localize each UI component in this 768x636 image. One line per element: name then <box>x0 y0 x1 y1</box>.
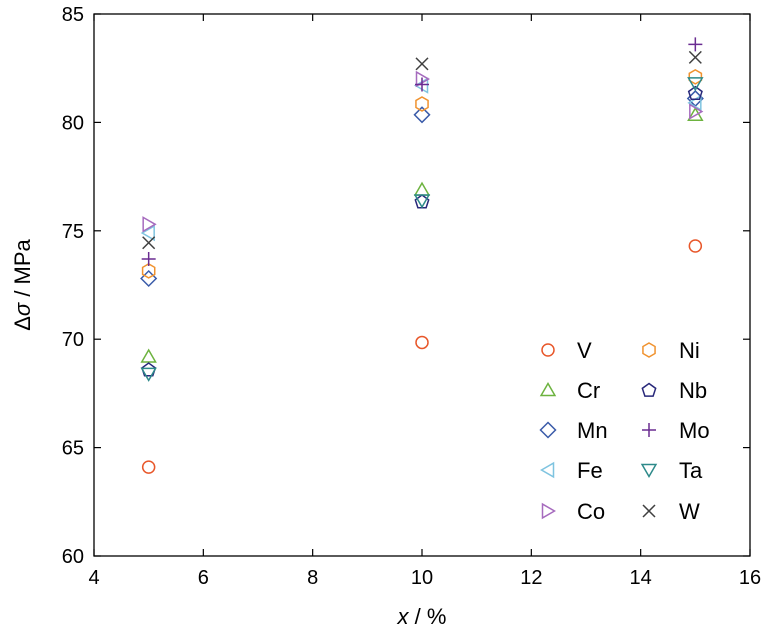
series-nb <box>141 85 703 377</box>
legend-marker-ta <box>640 463 658 478</box>
x-axis-variable: x <box>397 604 410 629</box>
y-tick-label: 85 <box>62 4 84 26</box>
legend-item-w: W <box>642 499 700 524</box>
data-point-ta <box>687 77 704 92</box>
x-tick-label: 16 <box>739 567 761 589</box>
legend-marker-mo <box>642 423 656 437</box>
legend-label: Mn <box>577 418 608 443</box>
legend-marker-v <box>541 343 555 357</box>
data-point-ni <box>415 96 429 112</box>
series-v <box>141 239 703 474</box>
legend: V Cr Mn Fe Co Ni Nb Mo Ta W <box>539 338 710 524</box>
legend-item-v: V <box>541 338 592 363</box>
data-point-mo <box>141 251 156 266</box>
series-ni <box>141 69 703 279</box>
x-tick-label: 10 <box>411 567 433 589</box>
data-point-w <box>142 236 156 250</box>
legend-marker-ni <box>642 342 656 358</box>
data-point-ta <box>140 367 157 382</box>
data-point-ni <box>688 69 703 85</box>
data-point-cr <box>687 106 704 122</box>
legend-label: Nb <box>679 378 707 403</box>
legend-item-cr: Cr <box>539 378 600 403</box>
legend-marker-nb <box>641 382 657 397</box>
data-point-mn <box>413 106 431 124</box>
legend-label: Cr <box>577 378 600 403</box>
series-ta <box>140 77 704 382</box>
data-point-mn <box>140 269 158 288</box>
legend-marker-w <box>642 504 656 518</box>
x-tick-label: 12 <box>520 567 542 589</box>
legend-label: Mo <box>679 418 710 443</box>
legend-item-nb: Nb <box>641 378 707 403</box>
y-tick-label: 60 <box>62 546 84 568</box>
data-point-w <box>688 50 702 64</box>
legend-item-fe: Fe <box>540 458 603 483</box>
x-axis-title: x / % <box>397 604 447 629</box>
data-point-cr <box>140 348 157 363</box>
data-point-co <box>142 216 157 233</box>
legend-label: W <box>679 499 700 524</box>
plot-border <box>93 13 751 557</box>
data-point-mo <box>688 37 703 52</box>
y-axis-unit: / MPa <box>10 238 35 302</box>
y-axis-title: Δσ / MPa <box>10 238 35 330</box>
data-point-v <box>688 239 703 253</box>
series-cr <box>140 106 704 363</box>
x-tick-label: 4 <box>88 567 99 589</box>
legend-label: Ta <box>679 458 703 483</box>
data-point-nb <box>141 362 157 377</box>
legend-marker-co <box>541 502 556 520</box>
y-axis-prefix: Δ <box>10 316 35 331</box>
series-mn <box>140 89 704 288</box>
x-tick-label: 6 <box>198 567 209 589</box>
data-point-mo <box>415 77 429 92</box>
legend-label: Co <box>577 499 605 524</box>
legend-label: Fe <box>577 458 603 483</box>
y-axis-variable: σ <box>10 302 35 316</box>
data-point-co <box>689 103 704 120</box>
data-point-nb <box>687 85 703 101</box>
series-w <box>142 50 702 250</box>
data-point-fe <box>140 224 155 242</box>
data-point-ta <box>413 194 431 209</box>
x-tick-label: 8 <box>307 567 318 589</box>
legend-item-co: Co <box>541 499 605 524</box>
x-axis-ticks: 4 6 8 10 12 14 16 <box>88 14 761 589</box>
y-axis-ticks: 60 65 70 75 80 85 <box>62 4 750 568</box>
data-point-w <box>415 57 429 71</box>
data-points <box>140 37 704 474</box>
legend-item-ni: Ni <box>642 338 700 363</box>
y-tick-label: 65 <box>62 438 84 460</box>
y-tick-label: 75 <box>62 221 84 243</box>
series-fe <box>140 77 702 242</box>
y-tick-label: 80 <box>62 112 84 134</box>
y-tick-label: 70 <box>62 329 84 351</box>
data-point-ni <box>141 263 156 279</box>
legend-item-mn: Mn <box>539 418 608 443</box>
legend-label: Ni <box>679 338 700 363</box>
data-point-v <box>141 460 156 474</box>
x-tick-label: 14 <box>630 567 652 589</box>
legend-label: V <box>577 338 592 363</box>
legend-marker-fe <box>540 461 555 479</box>
x-axis-unit: / % <box>409 604 447 629</box>
legend-item-mo: Mo <box>642 418 710 443</box>
legend-marker-cr <box>539 382 557 397</box>
data-point-v <box>415 335 429 350</box>
legend-marker-mn <box>539 421 557 439</box>
data-point-cr <box>413 181 431 196</box>
plot-frame <box>93 13 751 557</box>
series-mo <box>141 37 703 266</box>
legend-item-ta: Ta <box>640 458 703 483</box>
